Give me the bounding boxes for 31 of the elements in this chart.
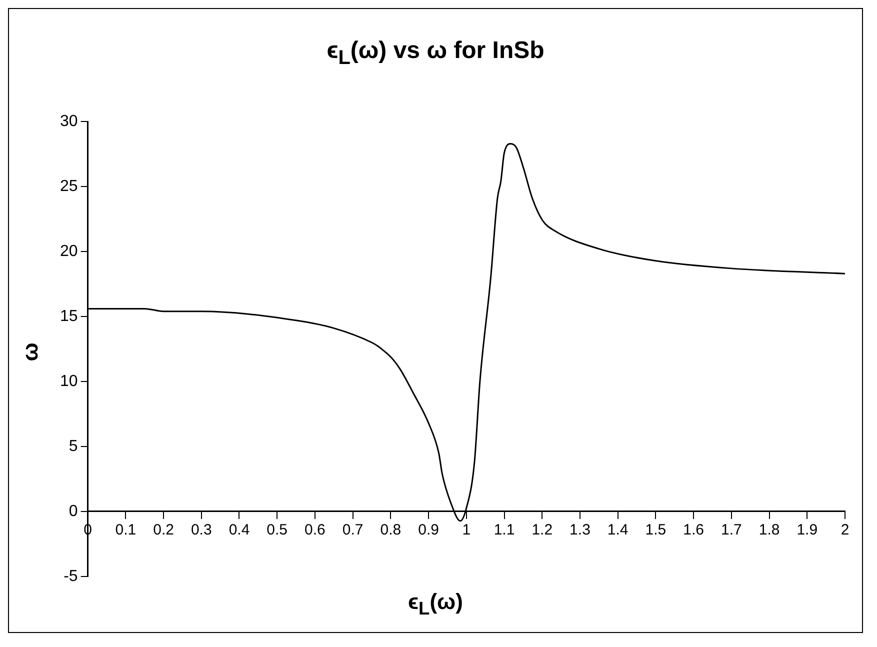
y-tick-label: 15 (60, 308, 78, 325)
x-tick-label: 0.5 (266, 522, 288, 539)
x-tick-label: 1.4 (607, 522, 628, 539)
y-tick-label: 10 (60, 372, 78, 390)
x-tick-label: 1.9 (796, 522, 818, 539)
y-tick-label: 5 (68, 438, 78, 455)
x-tick-label: 1 (462, 522, 471, 539)
x-tick-label: 1.6 (683, 522, 704, 539)
x-tick-label: 1.3 (570, 522, 590, 539)
y-tick-label: 0 (68, 502, 78, 520)
y-tick-label: 30 (60, 113, 78, 130)
y-axis-title: ω (17, 342, 44, 362)
y-tick-label: -5 (64, 568, 78, 585)
x-tick-label: 1.1 (494, 522, 515, 539)
x-tick-label: 0.4 (228, 522, 250, 539)
x-tick-label: 0.3 (190, 522, 212, 539)
x-tick-label: 2 (840, 522, 850, 539)
x-tick-label: 0.1 (115, 522, 136, 539)
x-axis-title: ϵ$_{L}$(ω) (407, 589, 464, 620)
y-tick-label: 20 (60, 242, 78, 260)
x-tick-label: 0.8 (380, 522, 402, 539)
x-tick-label: 0.7 (342, 522, 364, 539)
x-tick-label: 0.6 (304, 522, 326, 539)
x-tick-label: 1.7 (720, 522, 742, 539)
x-tick-label: 1.8 (758, 522, 780, 539)
chart-title: ϵ$_{L}$(ω) vs ω for InSb (326, 37, 546, 70)
x-tick-label: 1.2 (532, 522, 553, 539)
y-tick-label: 25 (60, 178, 78, 195)
x-tick-label: 1.5 (645, 522, 666, 539)
x-tick-label: 0.2 (153, 522, 174, 539)
x-tick-label: 0.9 (418, 522, 439, 539)
